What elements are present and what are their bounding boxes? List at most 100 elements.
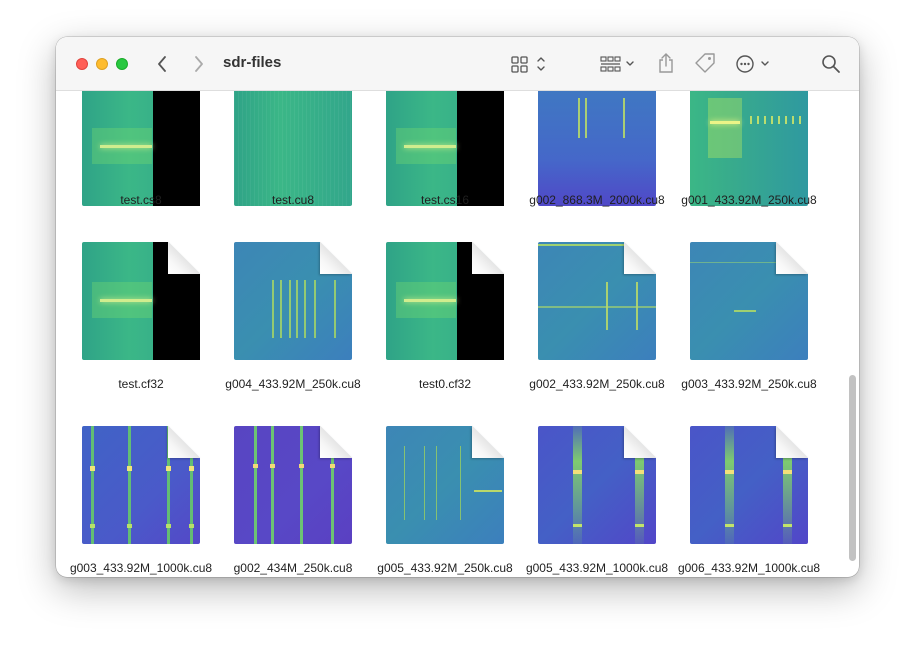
- file-name: g006_433.92M_1000k.cu8: [677, 561, 821, 575]
- file-item[interactable]: g003_433.92M_1000k.cu8: [65, 91, 217, 577]
- file-item[interactable]: test.cs16: [369, 91, 521, 577]
- spectrogram-mark: [623, 98, 625, 138]
- spectrogram-mark: [783, 470, 792, 474]
- spectrogram-mark: [578, 98, 580, 138]
- more-icon: [736, 55, 769, 73]
- file-thumbnail[interactable]: [690, 91, 808, 206]
- spectrogram-mark: [314, 280, 316, 338]
- minimize-button[interactable]: [96, 58, 108, 70]
- empty-region: [457, 91, 504, 206]
- empty-region: [153, 91, 200, 206]
- file-name: test.cs16: [420, 193, 470, 207]
- spectrogram-mark: [635, 470, 644, 474]
- toolbar: sdr-files: [56, 37, 859, 91]
- page-curl-icon: [472, 426, 504, 458]
- file-name: test.cf32: [118, 377, 164, 391]
- share-button[interactable]: [656, 51, 676, 75]
- tag-button[interactable]: [694, 52, 716, 74]
- forward-button[interactable]: [191, 54, 207, 74]
- spectrogram-mark: [404, 446, 405, 520]
- file-item[interactable]: test.cf32: [65, 91, 217, 577]
- file-name: g005_433.92M_1000k.cu8: [525, 561, 669, 575]
- file-item[interactable]: g004_433.92M_250k.cu8: [217, 91, 369, 577]
- more-actions-button[interactable]: [735, 53, 773, 75]
- file-name: g002_868.3M_2000k.cu8: [529, 193, 665, 207]
- spectrogram-mark: [100, 145, 152, 148]
- spectrogram-mark: [296, 280, 298, 338]
- chevron-left-icon: [158, 56, 166, 72]
- file-thumbnail[interactable]: [82, 91, 200, 206]
- spectrogram-mark: [167, 426, 170, 544]
- spectrogram-mark: [270, 464, 275, 468]
- back-button[interactable]: [154, 54, 170, 74]
- file-grid: test.cs8 test.cu8 test.cs16 g002_868.3M_200…: [56, 91, 859, 577]
- file-item[interactable]: g005_433.92M_250k.cu8: [369, 91, 521, 577]
- page-curl-icon: [624, 426, 656, 458]
- page-curl-icon: [624, 242, 656, 274]
- file-item[interactable]: g003_433.92M_250k.cu8: [673, 91, 825, 577]
- file-item[interactable]: g002_434M_250k.cu8: [217, 91, 369, 577]
- page-curl-icon: [776, 426, 808, 458]
- group-button[interactable]: [599, 53, 639, 75]
- spectrogram-mark: [331, 426, 334, 544]
- file-item[interactable]: test0.cf32: [369, 91, 521, 577]
- file-name: g003_433.92M_1000k.cu8: [69, 561, 213, 575]
- file-name: g003_433.92M_250k.cu8: [681, 377, 817, 391]
- spectrogram-mark: [289, 280, 291, 338]
- spectrogram-mark: [573, 426, 582, 544]
- group-by-icon: [600, 56, 634, 72]
- close-button[interactable]: [76, 58, 88, 70]
- spectrogram-mark: [585, 98, 587, 138]
- file-item[interactable]: test.cs8: [65, 91, 217, 577]
- file-thumbnail[interactable]: [234, 242, 352, 360]
- file-item[interactable]: test.cu8: [217, 91, 369, 577]
- spectrogram-mark: [396, 128, 456, 164]
- spectrogram-mark: [764, 116, 766, 124]
- file-name: test.cs8: [120, 193, 162, 207]
- spectrogram-mark: [404, 145, 456, 148]
- spectrogram-mark: [92, 128, 152, 164]
- spectrogram-mark: [538, 244, 628, 246]
- spectrogram-mark: [783, 524, 792, 527]
- page-curl-icon: [320, 426, 352, 458]
- page-curl-icon: [168, 426, 200, 458]
- spectrogram-mark: [771, 116, 773, 124]
- file-item[interactable]: g005_433.92M_1000k.cu8: [521, 91, 673, 577]
- spectrogram-mark: [460, 446, 461, 520]
- file-thumbnail[interactable]: [386, 91, 504, 206]
- file-item[interactable]: g001_433.92M_250k.cu8: [673, 91, 825, 577]
- view-switcher[interactable]: [510, 53, 550, 75]
- file-name: g004_433.92M_250k.cu8: [225, 377, 361, 391]
- spectrogram-mark: [190, 426, 193, 544]
- file-thumbnail[interactable]: [234, 91, 352, 206]
- spectrogram-mark: [635, 524, 644, 527]
- spectrogram-mark: [757, 116, 759, 124]
- spectrogram-mark: [304, 280, 306, 338]
- spectrogram-mark: [636, 282, 638, 330]
- page-curl-icon: [320, 242, 352, 274]
- spectrogram-mark: [253, 464, 258, 468]
- search-button[interactable]: [820, 53, 842, 75]
- spectrogram-mark: [792, 116, 794, 124]
- spectrogram-mark: [606, 282, 608, 330]
- spectrogram-mark: [100, 299, 152, 302]
- spectrogram-mark: [725, 524, 734, 527]
- spectrogram-mark: [424, 446, 425, 520]
- spectrogram-mark: [725, 426, 734, 544]
- spectrogram-mark: [725, 470, 734, 474]
- spectrogram-mark: [396, 282, 456, 318]
- spectrogram-mark: [127, 524, 132, 528]
- file-name: g005_433.92M_250k.cu8: [377, 561, 513, 575]
- vertical-scrollbar[interactable]: [849, 375, 856, 561]
- spectrogram-mark: [783, 426, 792, 544]
- file-name: g002_433.92M_250k.cu8: [529, 377, 665, 391]
- zoom-button[interactable]: [116, 58, 128, 70]
- spectrogram-mark: [573, 524, 582, 527]
- file-item[interactable]: g006_433.92M_1000k.cu8: [673, 91, 825, 577]
- file-item[interactable]: g002_433.92M_250k.cu8: [521, 91, 673, 577]
- file-thumbnail[interactable]: [538, 91, 656, 206]
- spectrogram-mark: [710, 121, 740, 124]
- file-item[interactable]: g002_868.3M_2000k.cu8: [521, 91, 673, 577]
- file-thumbnail[interactable]: [234, 426, 352, 544]
- spectrogram-mark: [189, 524, 194, 528]
